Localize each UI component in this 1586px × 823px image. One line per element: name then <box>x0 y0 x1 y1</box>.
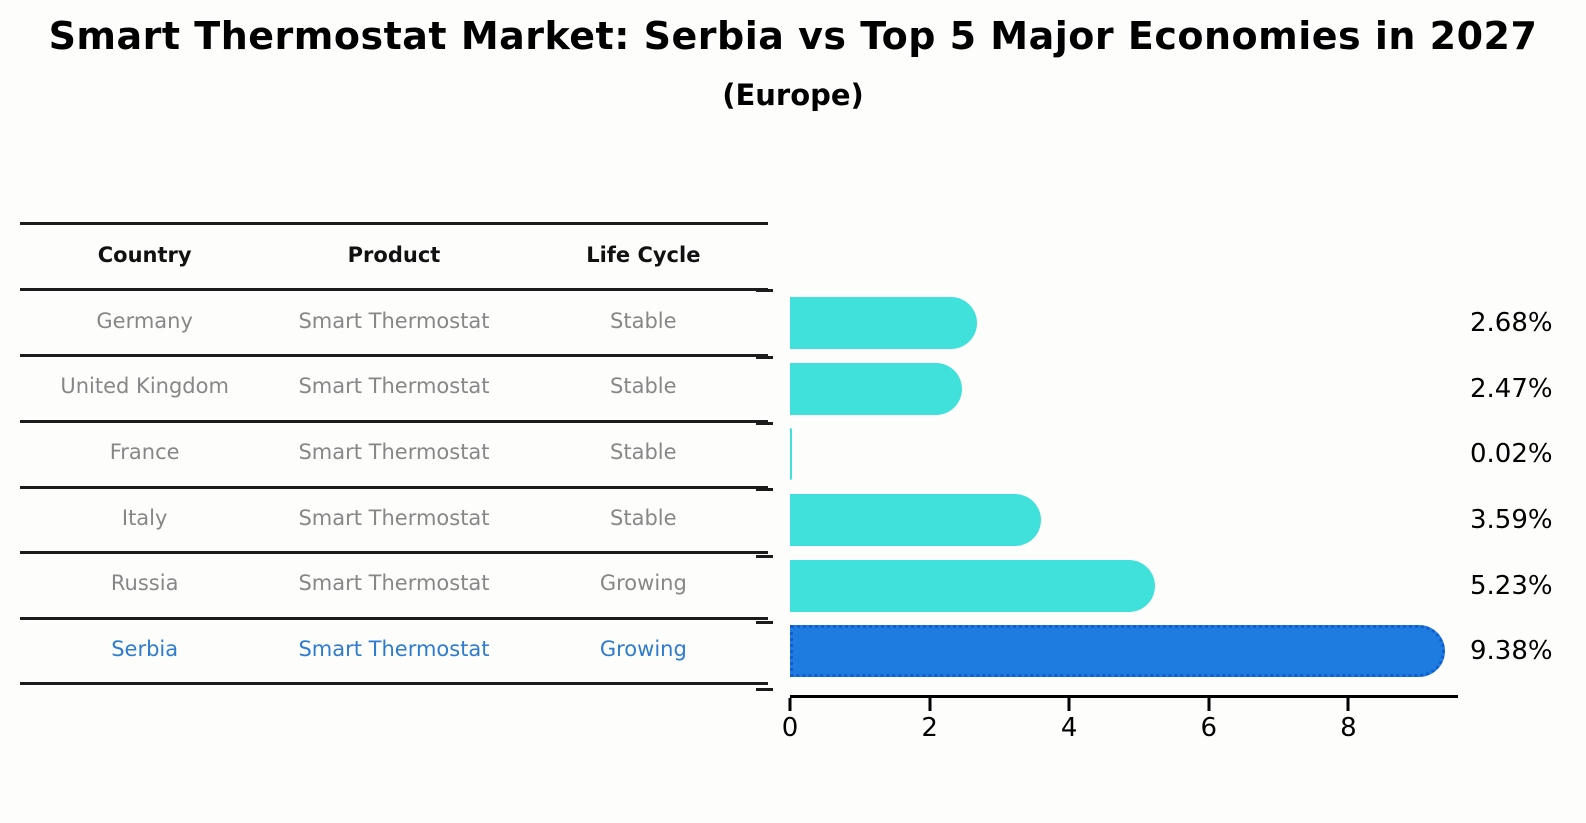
table-cell-product: Smart Thermostat <box>298 637 490 662</box>
table-grid-line <box>20 354 768 357</box>
table-grid-line <box>20 486 768 489</box>
x-axis-tick-mark <box>1067 698 1071 711</box>
chart-subtitle: (Europe) <box>722 78 864 112</box>
table-header-row: Country Product Life Cycle <box>20 222 768 288</box>
bar-united-kingdom <box>790 363 963 415</box>
table-cell-country: Russia <box>110 571 179 596</box>
table-cell-country: United Kingdom <box>60 374 229 399</box>
table-row: United Kingdom Smart Thermostat Stable <box>20 353 768 419</box>
y-axis-tick <box>756 621 773 624</box>
bar-chart-plot-area <box>790 283 1458 695</box>
table-grid-line <box>20 551 768 554</box>
bar-italy <box>790 494 1041 546</box>
table-row: Germany Smart Thermostat Stable <box>20 288 768 354</box>
table-cell-lifecycle: Growing <box>599 637 687 662</box>
value-label: 5.23% <box>1470 571 1553 601</box>
table-cell-product: Smart Thermostat <box>298 440 490 465</box>
x-axis-tick-mark <box>1346 698 1350 711</box>
table-cell-country: Germany <box>96 308 193 333</box>
table-cell-country: Serbia <box>111 637 179 662</box>
x-axis-tick-mark <box>1207 698 1211 711</box>
y-axis-tick <box>756 488 773 491</box>
table-grid-line <box>20 420 768 423</box>
table-cell-lifecycle: Stable <box>610 505 677 530</box>
table-row: France Smart Thermostat Stable <box>20 419 768 485</box>
bar-russia <box>790 560 1156 612</box>
table-grid-line <box>20 617 768 620</box>
table-row: Italy Smart Thermostat Stable <box>20 485 768 551</box>
x-axis-tick-label: 2 <box>921 713 938 743</box>
x-axis-tick-label: 0 <box>781 713 799 743</box>
bar-serbia-highlighted <box>790 625 1445 677</box>
table-cell-lifecycle: Stable <box>610 374 677 399</box>
table-grid-line <box>20 288 768 291</box>
table-cell-lifecycle: Stable <box>610 308 677 333</box>
x-axis-tick-mark <box>788 698 792 711</box>
table-grid-line <box>20 222 768 225</box>
y-axis-tick <box>756 356 773 359</box>
table-cell-product: Smart Thermostat <box>298 308 490 333</box>
value-label: 2.68% <box>1470 308 1553 338</box>
column-header-lifecycle: Life Cycle <box>586 242 701 267</box>
y-axis-tick <box>756 555 773 558</box>
chart-title: Smart Thermostat Market: Serbia vs Top 5… <box>48 14 1538 58</box>
table-cell-lifecycle: Growing <box>599 571 687 596</box>
y-axis-tick <box>756 422 773 425</box>
bar-germany <box>790 297 978 349</box>
table-row: Russia Smart Thermostat Growing <box>20 551 768 617</box>
x-axis: 0 2 4 6 8 <box>782 695 1458 755</box>
value-label: 2.47% <box>1470 374 1553 404</box>
table-cell-product: Smart Thermostat <box>298 505 490 530</box>
y-axis-tick <box>756 688 773 691</box>
x-axis-tick-label: 4 <box>1060 713 1078 743</box>
table-cell-product: Smart Thermostat <box>298 374 490 399</box>
y-axis-tick <box>756 289 773 292</box>
value-label: 9.38% <box>1470 636 1553 666</box>
x-axis-line <box>790 695 1458 698</box>
column-header-product: Product <box>347 242 441 267</box>
table-grid-line <box>20 682 768 685</box>
table-cell-product: Smart Thermostat <box>298 571 490 596</box>
x-axis-tick-label: 6 <box>1200 713 1218 743</box>
value-label: 3.59% <box>1470 505 1553 535</box>
table-cell-country: France <box>109 440 180 465</box>
value-label: 0.02% <box>1470 439 1553 469</box>
bar-france <box>790 428 792 480</box>
column-header-country: Country <box>97 242 192 267</box>
x-axis-tick-label: 8 <box>1340 713 1357 743</box>
table-row-serbia: Serbia Smart Thermostat Growing <box>20 616 768 682</box>
x-axis-tick-mark <box>928 698 932 711</box>
country-table: Country Product Life Cycle Germany Smart… <box>20 222 768 682</box>
table-cell-lifecycle: Stable <box>610 440 677 465</box>
table-cell-country: Italy <box>121 505 168 530</box>
